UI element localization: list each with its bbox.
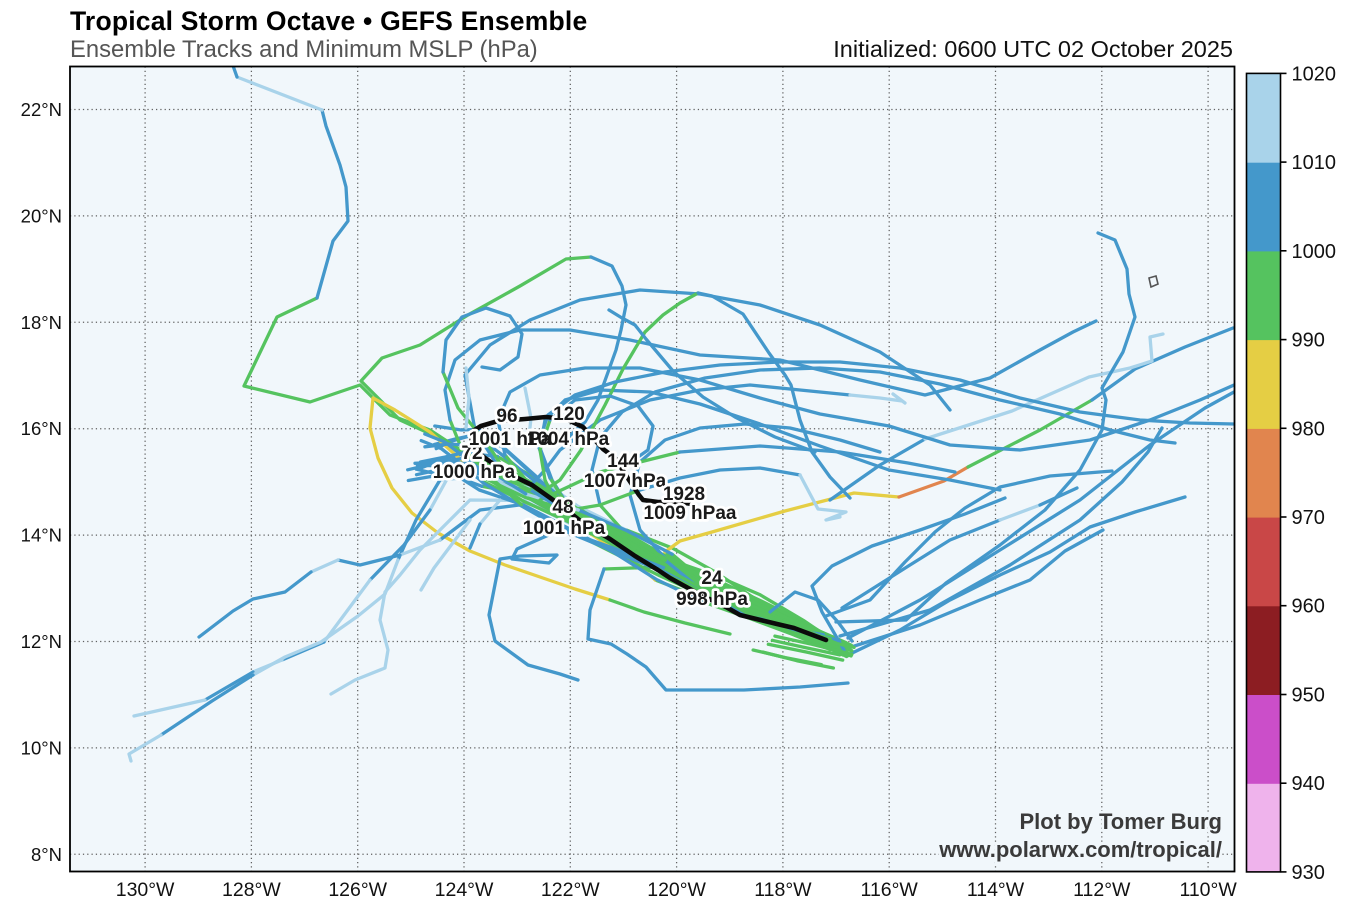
svg-text:998 hPa: 998 hPa xyxy=(676,589,748,610)
svg-text:122°W: 122°W xyxy=(541,879,600,901)
svg-text:48: 48 xyxy=(552,497,573,518)
svg-text:1928: 1928 xyxy=(663,484,705,505)
svg-text:1004 hPa: 1004 hPa xyxy=(527,429,610,450)
svg-text:128°W: 128°W xyxy=(222,879,281,901)
svg-text:940: 940 xyxy=(1292,773,1325,795)
svg-text:8°N: 8°N xyxy=(31,844,62,865)
svg-text:18°N: 18°N xyxy=(21,312,62,333)
svg-text:120: 120 xyxy=(553,404,585,425)
svg-text:24: 24 xyxy=(701,568,723,589)
svg-text:16°N: 16°N xyxy=(21,418,62,439)
svg-text:124°W: 124°W xyxy=(435,879,494,901)
svg-text:114°W: 114°W xyxy=(967,879,1025,901)
svg-text:120°W: 120°W xyxy=(647,879,706,901)
svg-text:72: 72 xyxy=(461,443,482,464)
svg-text:1001 hPa: 1001 hPa xyxy=(523,518,606,539)
svg-text:Initialized: 0600 UTC 02 Octob: Initialized: 0600 UTC 02 October 2025 xyxy=(833,36,1233,62)
svg-text:www.polarwx.com/tropical/: www.polarwx.com/tropical/ xyxy=(938,837,1222,862)
svg-text:1001 hPa: 1001 hPa xyxy=(469,429,552,450)
svg-text:Ensemble Tracks and Minimum MS: Ensemble Tracks and Minimum MSLP (hPa) xyxy=(70,36,538,63)
svg-text:1010: 1010 xyxy=(1292,152,1337,174)
svg-text:1009 hPaa: 1009 hPaa xyxy=(644,503,737,524)
svg-text:Tropical Storm Octave • GEFS E: Tropical Storm Octave • GEFS Ensemble xyxy=(70,6,587,36)
svg-text:970: 970 xyxy=(1292,507,1325,529)
svg-text:1007 hPa: 1007 hPa xyxy=(584,471,667,492)
svg-text:14°N: 14°N xyxy=(21,525,62,546)
svg-text:990: 990 xyxy=(1292,330,1325,352)
svg-text:118°W: 118°W xyxy=(754,879,812,901)
svg-text:126°W: 126°W xyxy=(328,879,387,901)
svg-text:96: 96 xyxy=(496,406,517,427)
svg-text:1000: 1000 xyxy=(1292,241,1337,263)
svg-text:930: 930 xyxy=(1292,862,1325,884)
svg-text:130°W: 130°W xyxy=(116,879,175,901)
svg-text:1000 hPa: 1000 hPa xyxy=(433,462,516,483)
svg-text:1020: 1020 xyxy=(1292,63,1337,85)
svg-text:1001 hPa: 1001 hPa xyxy=(469,429,552,450)
svg-text:Plot by Tomer Burg: Plot by Tomer Burg xyxy=(1020,809,1223,834)
svg-text:144: 144 xyxy=(607,451,639,472)
svg-text:12°N: 12°N xyxy=(21,631,62,652)
svg-text:110°W: 110°W xyxy=(1179,879,1237,901)
svg-text:10°N: 10°N xyxy=(21,737,62,758)
svg-text:960: 960 xyxy=(1292,596,1325,618)
svg-text:20°N: 20°N xyxy=(21,205,62,226)
svg-text:112°W: 112°W xyxy=(1073,879,1131,901)
svg-text:980: 980 xyxy=(1292,418,1325,440)
svg-text:22°N: 22°N xyxy=(21,99,62,120)
svg-text:1004 hPa: 1004 hPa xyxy=(527,429,610,450)
svg-text:950: 950 xyxy=(1292,685,1325,707)
svg-text:116°W: 116°W xyxy=(861,879,919,901)
